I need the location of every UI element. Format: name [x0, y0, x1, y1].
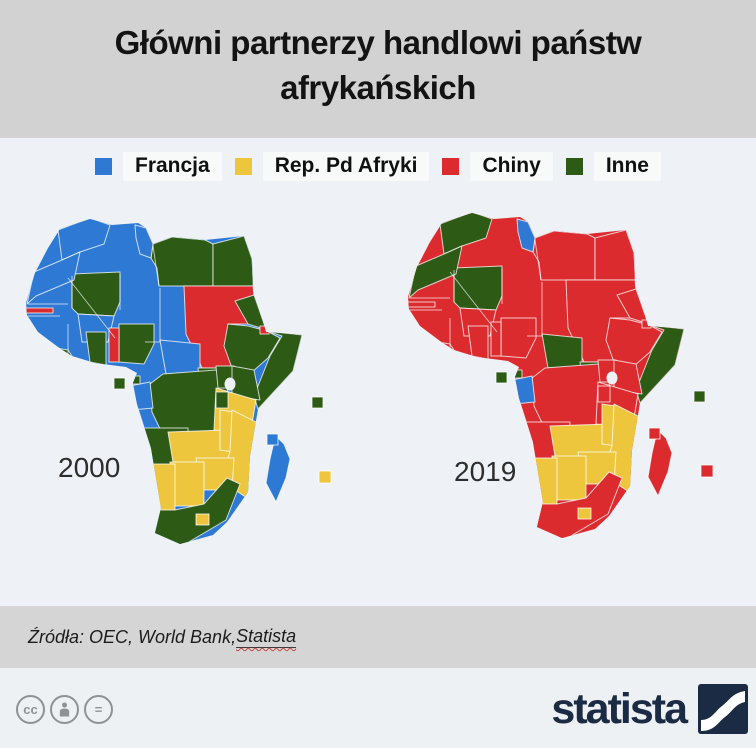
country-benin — [490, 321, 502, 357]
africa-map-2000 — [26, 219, 332, 544]
country-gabon — [511, 375, 536, 405]
attribution-person-icon — [59, 702, 70, 717]
country-namibia — [519, 457, 558, 509]
year-label-2000: 2000 — [58, 452, 121, 483]
africa-map-2019 — [408, 213, 714, 538]
country-djibouti — [259, 325, 270, 335]
country-borders — [28, 245, 161, 356]
header: Główni partnerzy handlowi państw afrykańs… — [0, 0, 756, 138]
statista-wordmark: statista — [551, 684, 688, 733]
country-comoros — [266, 433, 279, 446]
country-mauritius — [700, 464, 714, 478]
legend-swatch-rep_pd_afryki — [234, 158, 252, 175]
country-mauritius — [318, 470, 332, 484]
cc-icon-glyph: cc — [23, 702, 38, 717]
statista-logo-icon — [698, 684, 748, 734]
legend-swatch-francja — [95, 158, 112, 175]
country-borders — [410, 239, 543, 350]
country-western_sahara — [26, 251, 81, 305]
statista-brand: statista — [551, 684, 748, 734]
country-sao_tome — [113, 377, 126, 390]
legend-label-chiny: Chiny — [470, 152, 553, 181]
country-mali — [71, 271, 121, 317]
attribution-icon — [50, 695, 79, 724]
country-ethiopia — [223, 323, 281, 373]
year-label-2019: 2019 — [454, 456, 517, 487]
legend: Francja Rep. Pd Afryki Chiny Inne — [0, 152, 756, 181]
country-lesotho — [195, 513, 210, 526]
legend-item-chiny: Chiny — [442, 152, 553, 181]
legend-label-rep_pd_afryki: Rep. Pd Afryki — [262, 152, 430, 181]
country-gambia — [26, 307, 54, 314]
legend-swatch-inne — [565, 158, 583, 175]
legend-label-inne: Inne — [593, 152, 661, 181]
no-derivatives-icon: = — [84, 695, 113, 724]
map-2019: 2019 — [402, 210, 722, 555]
country-gabon — [129, 381, 154, 411]
license-icons: cc = — [16, 695, 113, 724]
country-egypt — [212, 235, 254, 287]
country-tunisia — [134, 224, 154, 259]
country-equatorial_guinea — [511, 369, 523, 379]
country-car — [159, 339, 201, 375]
legend-item-francja: Francja — [95, 152, 222, 181]
legend-item-inne: Inne — [565, 152, 661, 181]
country-libya — [150, 236, 214, 287]
sources-prefix: Źródła: OEC, World Bank, — [28, 626, 237, 647]
country-rwanda_burundi — [597, 385, 611, 403]
lake-victoria — [606, 371, 618, 385]
cc-icon: cc — [16, 695, 45, 724]
country-namibia — [137, 463, 176, 515]
country-tunisia — [516, 218, 536, 253]
map-2000: 2000 — [20, 216, 340, 561]
country-seychelles — [311, 396, 324, 409]
legend-item-rep_pd_afryki: Rep. Pd Afryki — [234, 152, 430, 181]
country-comoros — [648, 427, 661, 440]
country-mali — [453, 265, 503, 311]
page-title: Główni partnerzy handlowi państw afrykańs… — [0, 0, 756, 110]
country-sao_tome — [495, 371, 508, 384]
country-madagascar — [265, 437, 291, 503]
footer: cc = statista — [0, 668, 756, 748]
legend-swatch-chiny — [442, 158, 460, 175]
lake-victoria — [224, 377, 236, 391]
country-egypt — [594, 229, 636, 281]
page-title-line2: afrykańskich — [280, 69, 476, 106]
country-madagascar — [647, 431, 673, 497]
country-western_sahara — [408, 245, 463, 299]
country-benin — [108, 327, 120, 363]
country-car — [541, 333, 583, 369]
page-title-line1: Główni partnerzy handlowi państw — [114, 24, 642, 61]
country-rwanda_burundi — [215, 391, 229, 409]
country-libya — [532, 230, 596, 281]
country-lesotho — [577, 507, 592, 520]
country-seychelles — [693, 390, 706, 403]
country-equatorial_guinea — [129, 375, 141, 385]
country-djibouti — [641, 319, 652, 329]
nd-icon-glyph: = — [94, 702, 103, 717]
country-gambia — [408, 301, 436, 308]
sources-line: Źródła: OEC, World Bank, Statista — [0, 606, 756, 668]
sources-statista-link: Statista — [236, 626, 297, 648]
legend-label-francja: Francja — [123, 152, 222, 181]
country-ethiopia — [605, 317, 663, 367]
